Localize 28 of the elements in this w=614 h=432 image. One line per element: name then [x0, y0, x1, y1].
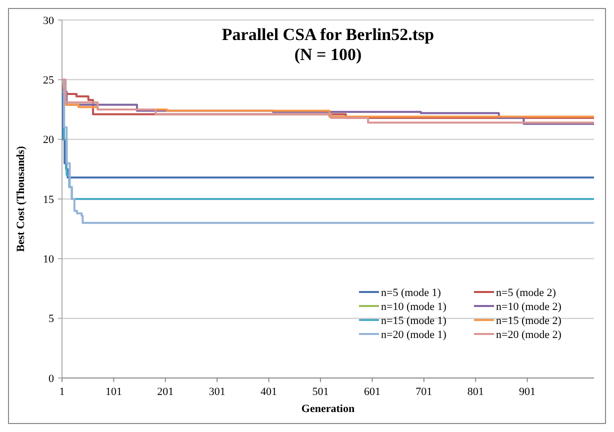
x-tick-label: 201 [157, 386, 174, 398]
x-tick-label: 701 [416, 386, 432, 398]
y-tick-label: 20 [43, 134, 54, 146]
x-tick-label: 401 [260, 386, 278, 398]
legend-label: n=5 (mode 1) [381, 286, 442, 299]
x-tick-label: 601 [364, 386, 380, 398]
x-tick-label: 301 [208, 386, 226, 398]
x-tick-label: 101 [105, 386, 122, 398]
y-tick-label: 5 [48, 313, 54, 326]
legend-label: n=15 (mode 2) [496, 314, 562, 327]
x-tick-label: 501 [312, 386, 329, 398]
x-tick-label: 801 [467, 386, 484, 398]
legend-label: n=10 (mode 2) [496, 300, 562, 313]
y-tick-label: 30 [43, 14, 54, 27]
legend-label: n=20 (mode 1) [381, 328, 447, 341]
x-tick-label: 901 [519, 386, 536, 398]
y-axis-title: Best Cost (Thousands) [15, 146, 27, 252]
y-tick-label: 25 [43, 74, 54, 87]
y-tick-label: 0 [48, 372, 54, 385]
legend-label: n=15 (mode 1) [381, 314, 447, 327]
x-tick-label: 1 [59, 386, 65, 398]
y-tick-label: 10 [43, 254, 54, 266]
legend-label: n=20 (mode 2) [496, 328, 562, 341]
x-axis-title: Generation [301, 403, 355, 415]
text: Parallel CSA for Berlin52.tsp (N = 100) [222, 25, 434, 64]
legend-label: n=10 (mode 1) [381, 300, 447, 313]
legend-label: n=5 (mode 2) [496, 286, 556, 299]
y-tick-label: 15 [43, 194, 54, 206]
